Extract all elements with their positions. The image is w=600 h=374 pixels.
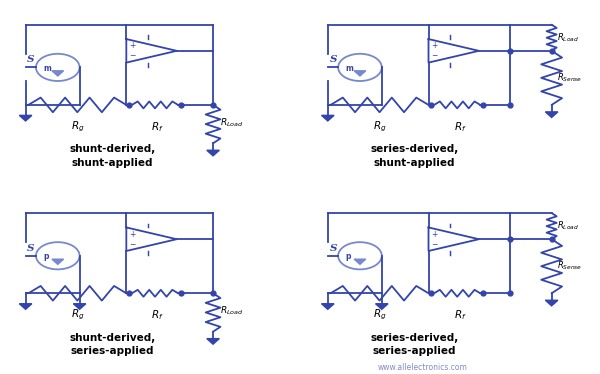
Polygon shape — [354, 71, 366, 76]
Text: $R_{Load}$: $R_{Load}$ — [220, 304, 244, 317]
Text: S: S — [329, 55, 337, 64]
Text: +: + — [130, 41, 136, 50]
Text: $R_g$: $R_g$ — [373, 120, 386, 134]
Text: −: − — [130, 51, 136, 60]
Text: $R_g$: $R_g$ — [71, 120, 84, 134]
Text: m: m — [44, 64, 52, 73]
Text: −: − — [431, 51, 438, 60]
Polygon shape — [545, 112, 558, 117]
Text: www.allelectronics.com: www.allelectronics.com — [378, 363, 468, 372]
Text: S: S — [28, 55, 35, 64]
Text: $R_{Sense}$: $R_{Sense}$ — [557, 260, 583, 273]
Text: +: + — [431, 41, 438, 50]
Text: $R_f$: $R_f$ — [151, 308, 164, 322]
Polygon shape — [52, 71, 64, 76]
Text: $R_f$: $R_f$ — [454, 120, 466, 134]
Polygon shape — [19, 115, 32, 121]
Text: $R_f$: $R_f$ — [454, 308, 466, 322]
Text: S: S — [28, 244, 35, 253]
Text: −: − — [431, 240, 438, 249]
Text: p: p — [346, 252, 351, 261]
Text: −: − — [130, 240, 136, 249]
Text: +: + — [130, 230, 136, 239]
Polygon shape — [73, 304, 86, 309]
Text: series-derived,
series-applied: series-derived, series-applied — [370, 333, 458, 356]
Polygon shape — [354, 259, 366, 264]
Text: series-derived,
shunt-applied: series-derived, shunt-applied — [370, 144, 458, 168]
Text: +: + — [431, 230, 438, 239]
Text: $R_f$: $R_f$ — [151, 120, 164, 134]
Polygon shape — [207, 150, 220, 156]
Polygon shape — [322, 115, 334, 121]
Text: p: p — [44, 252, 49, 261]
Polygon shape — [19, 304, 32, 309]
Text: $R_g$: $R_g$ — [71, 308, 84, 322]
Polygon shape — [322, 304, 334, 309]
Text: $R_{Sense}$: $R_{Sense}$ — [557, 71, 583, 84]
Polygon shape — [376, 304, 388, 309]
Text: S: S — [329, 244, 337, 253]
Text: $R_{Load}$: $R_{Load}$ — [557, 31, 579, 44]
Text: m: m — [346, 64, 353, 73]
Text: shunt-derived,
series-applied: shunt-derived, series-applied — [69, 333, 155, 356]
Text: $R_{Load}$: $R_{Load}$ — [557, 220, 579, 232]
Text: shunt-derived,
shunt-applied: shunt-derived, shunt-applied — [69, 144, 155, 168]
Polygon shape — [545, 300, 558, 306]
Text: $R_g$: $R_g$ — [373, 308, 386, 322]
Text: $R_{Load}$: $R_{Load}$ — [220, 116, 244, 129]
Polygon shape — [207, 338, 220, 344]
Polygon shape — [52, 259, 64, 264]
